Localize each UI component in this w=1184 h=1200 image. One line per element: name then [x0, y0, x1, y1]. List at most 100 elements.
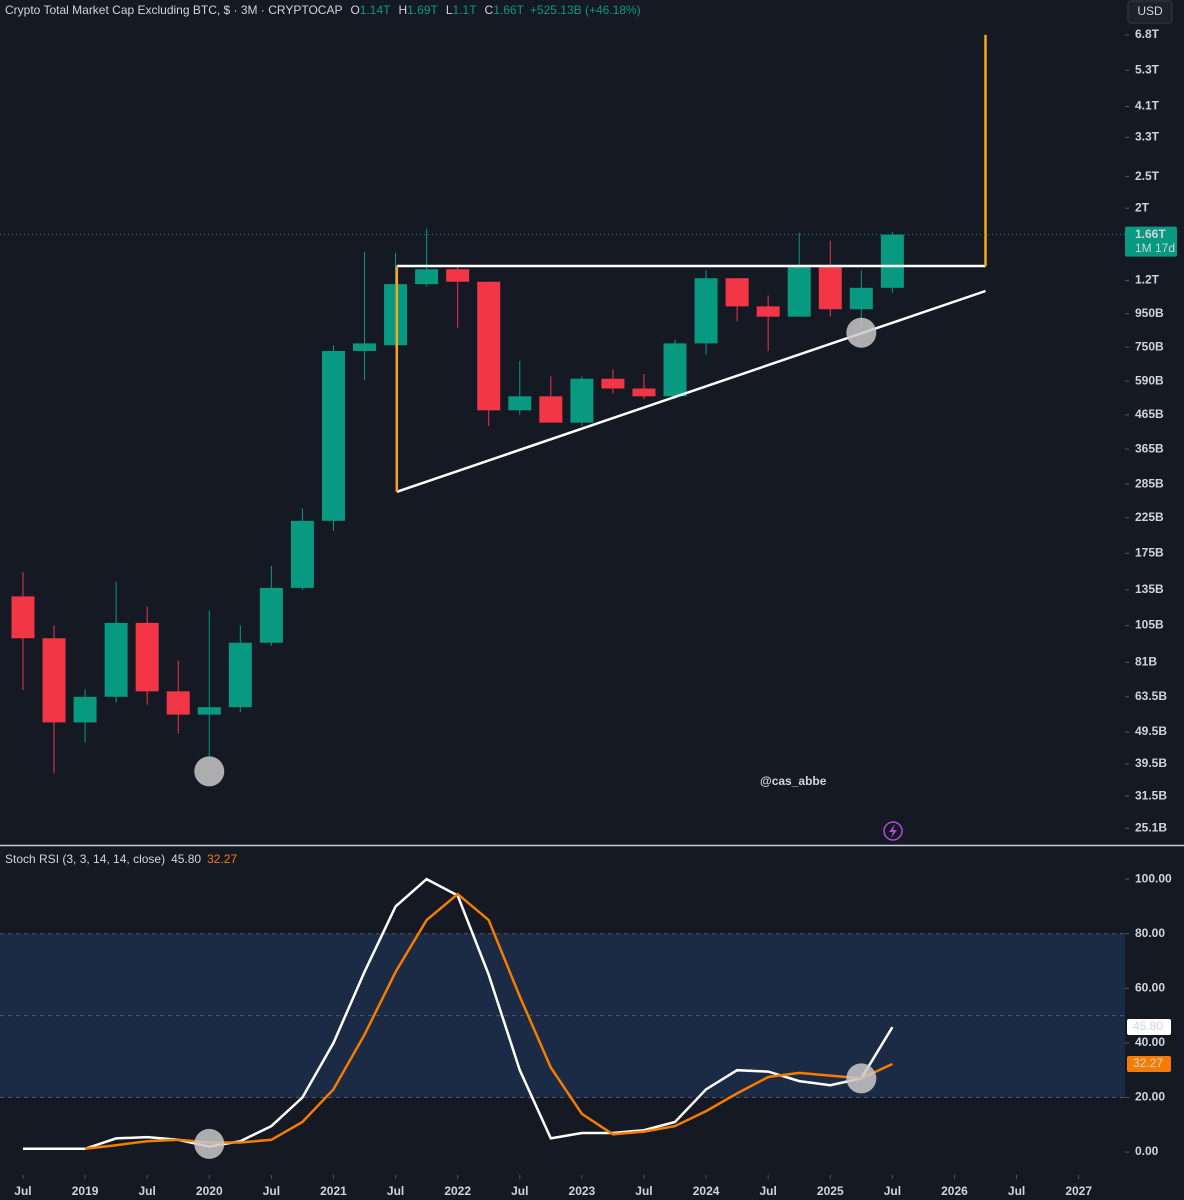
candle-body — [353, 343, 377, 351]
candle-body — [880, 234, 904, 288]
candle-body — [756, 306, 780, 317]
y-tick-label: 80.00 — [1135, 926, 1165, 940]
price-change: +525.13B (+46.18%) — [530, 3, 641, 17]
chart-legend: Crypto Total Market Cap Excluding BTC, $… — [5, 3, 641, 17]
y-tick-label: 31.5B — [1135, 788, 1167, 802]
x-tick-label: 2021 — [320, 1184, 347, 1198]
highlight-marker — [846, 1063, 877, 1094]
ohlc-key: H — [398, 3, 407, 17]
candle-body — [197, 707, 221, 715]
x-tick-label: 2022 — [444, 1184, 471, 1198]
candle-body — [446, 269, 470, 282]
alert-bolt[interactable] — [889, 824, 897, 838]
candle-body — [11, 596, 35, 639]
y-tick-label: 465B — [1135, 407, 1164, 421]
y-tick-label: 0.00 — [1135, 1144, 1159, 1158]
y-tick-label: 20.00 — [1135, 1090, 1165, 1104]
y-tick-label: 25.1B — [1135, 820, 1167, 834]
ohlc-key: O — [350, 3, 359, 17]
indicator-title: Stoch RSI (3, 3, 14, 14, close) — [5, 852, 165, 866]
x-tick-label: 2026 — [941, 1184, 968, 1198]
highlight-marker — [846, 317, 877, 348]
candle-body — [694, 278, 718, 344]
candle-body — [539, 396, 563, 423]
ohlc-value: 1.14T — [360, 3, 391, 17]
x-tick-label: Jul — [139, 1184, 156, 1198]
candle-body — [290, 520, 314, 588]
last-price-box — [1125, 226, 1177, 257]
x-tick-label: Jul — [511, 1184, 528, 1198]
highlight-marker — [194, 1128, 225, 1159]
currency[interactable]: USD — [1137, 4, 1163, 18]
ohlc-value: 1.1T — [453, 3, 478, 17]
candle-body — [849, 287, 873, 310]
y-tick-label: 2.5T — [1135, 169, 1160, 183]
candle-body — [321, 350, 345, 521]
indicator-value-box — [1127, 1055, 1171, 1072]
y-tick-label: 950B — [1135, 306, 1164, 320]
x-tick-label: Jul — [635, 1184, 652, 1198]
countdown-label: 1M 17d — [1135, 241, 1175, 255]
y-tick-label: 63.5B — [1135, 689, 1167, 703]
y-tick-label: 590B — [1135, 373, 1164, 387]
candle-body — [104, 622, 128, 697]
currency-box[interactable] — [1127, 0, 1173, 24]
indicator-value-box — [1127, 1019, 1171, 1036]
candle-body — [477, 281, 501, 411]
ohlc-key: L — [446, 3, 453, 17]
indicator-value-label: 32.27 — [1133, 1056, 1163, 1070]
indicator-legend: Stoch RSI (3, 3, 14, 14, close) 45.80 32.2… — [5, 852, 237, 866]
candle-body — [818, 265, 842, 310]
candle-body — [259, 587, 283, 643]
candle-body — [166, 691, 190, 715]
y-tick-label: 4.1T — [1135, 99, 1160, 113]
y-tick-label: 81B — [1135, 654, 1157, 668]
indicator-value: 45.80 — [171, 852, 201, 866]
chart-title: Crypto Total Market Cap Excluding BTC, $… — [5, 3, 342, 17]
candle-body — [508, 396, 532, 411]
x-tick-label: 2019 — [72, 1184, 99, 1198]
x-tick-label: 2023 — [569, 1184, 596, 1198]
x-tick-label: Jul — [884, 1184, 901, 1198]
candle-body — [228, 642, 252, 708]
x-tick-label: 2024 — [693, 1184, 720, 1198]
y-tick-label: 105B — [1135, 618, 1164, 632]
ohlc-key: C — [485, 3, 494, 17]
trend-drawing — [396, 289, 986, 493]
y-tick-label: 49.5B — [1135, 724, 1167, 738]
ohlc-value: 1.69T — [407, 3, 438, 17]
y-tick-label: 285B — [1135, 476, 1164, 490]
x-tick-label: Jul — [760, 1184, 777, 1198]
candle-body — [73, 696, 97, 723]
candle-body — [415, 269, 439, 285]
highlight-marker — [194, 756, 225, 787]
alert-circle[interactable] — [883, 821, 903, 841]
ohlc-value: 1.66T — [493, 3, 524, 17]
candle-body — [725, 278, 749, 307]
candle-body — [787, 265, 811, 317]
x-tick-label: 2020 — [196, 1184, 223, 1198]
candle-body — [601, 378, 625, 389]
y-tick-label: 60.00 — [1135, 980, 1165, 994]
x-tick-label: Jul — [14, 1184, 31, 1198]
watermark: @cas_abbe — [760, 774, 827, 788]
indicator-value-label: 45.80 — [1133, 1019, 1163, 1033]
y-tick-label: 750B — [1135, 339, 1164, 353]
y-tick-label: 175B — [1135, 545, 1164, 559]
x-tick-label: 2027 — [1065, 1184, 1092, 1198]
y-tick-label: 39.5B — [1135, 756, 1167, 770]
last-price-label: 1.66T — [1135, 227, 1166, 241]
candle-body — [632, 388, 656, 397]
y-tick-label: 100.00 — [1135, 871, 1172, 885]
y-tick-label: 5.3T — [1135, 62, 1160, 76]
x-tick-label: 2025 — [817, 1184, 844, 1198]
candle-body — [663, 343, 687, 397]
y-tick-label: 2T — [1135, 200, 1150, 214]
alert-icon[interactable] — [883, 821, 903, 841]
indicator-value: 32.27 — [207, 852, 237, 866]
x-tick-label: Jul — [1008, 1184, 1025, 1198]
y-tick-label: 3.3T — [1135, 129, 1160, 143]
candle-body — [570, 378, 594, 423]
x-tick-label: Jul — [263, 1184, 280, 1198]
